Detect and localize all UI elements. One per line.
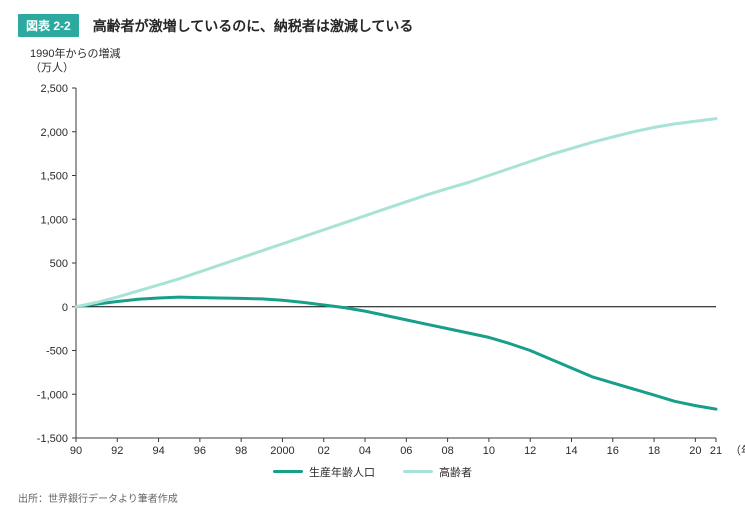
svg-text:-500: -500 (46, 345, 68, 357)
svg-text:2,500: 2,500 (40, 83, 68, 95)
legend: 生産年齢人口 高齢者 (18, 464, 727, 480)
y-axis-title: 1990年からの増減 （万人） (30, 47, 727, 76)
svg-text:2000: 2000 (270, 445, 294, 457)
svg-text:98: 98 (235, 445, 247, 457)
svg-text:06: 06 (400, 445, 412, 457)
svg-text:12: 12 (524, 445, 536, 457)
svg-text:14: 14 (565, 445, 577, 457)
svg-text:21: 21 (710, 445, 722, 457)
figure-header: 図表 2-2 高齢者が激増しているのに、納税者は激減している (18, 14, 727, 37)
svg-text:16: 16 (607, 445, 619, 457)
svg-text:（年）: （年） (730, 443, 745, 457)
legend-item-elderly: 高齢者 (403, 464, 472, 480)
svg-text:92: 92 (111, 445, 123, 457)
source-note: 出所：世界銀行データより筆者作成 (18, 490, 727, 505)
line-chart: 2,500 2,000 1,500 1,000 500 0 -500 -1,000 -1,500… (22, 82, 745, 460)
legend-label: 生産年齢人口 (309, 464, 375, 480)
svg-text:94: 94 (152, 445, 164, 457)
subtitle-line2: （万人） (30, 62, 74, 74)
svg-text:10: 10 (483, 445, 495, 457)
subtitle-line1: 1990年からの増減 (30, 48, 120, 60)
svg-text:96: 96 (194, 445, 206, 457)
legend-item-working-age: 生産年齢人口 (273, 464, 375, 480)
svg-text:04: 04 (359, 445, 371, 457)
svg-text:0: 0 (62, 301, 68, 313)
chart-area: 2,500 2,000 1,500 1,000 500 0 -500 -1,000 -1,500… (22, 82, 727, 460)
figure-title: 高齢者が激増しているのに、納税者は激減している (93, 16, 414, 36)
svg-text:20: 20 (689, 445, 701, 457)
svg-text:1,500: 1,500 (40, 170, 68, 182)
legend-swatch (273, 470, 303, 473)
legend-swatch (403, 470, 433, 473)
svg-text:-1,500: -1,500 (37, 433, 68, 445)
svg-text:90: 90 (70, 445, 82, 457)
svg-text:500: 500 (50, 258, 68, 270)
figure-container: 図表 2-2 高齢者が激増しているのに、納税者は激減している 1990年からの増… (0, 0, 745, 504)
svg-text:08: 08 (441, 445, 453, 457)
legend-label: 高齢者 (439, 464, 472, 480)
svg-text:2,000: 2,000 (40, 126, 68, 138)
svg-text:-1,000: -1,000 (37, 389, 68, 401)
svg-text:02: 02 (318, 445, 330, 457)
svg-text:18: 18 (648, 445, 660, 457)
figure-tag: 図表 2-2 (18, 14, 79, 37)
svg-text:1,000: 1,000 (40, 214, 68, 226)
